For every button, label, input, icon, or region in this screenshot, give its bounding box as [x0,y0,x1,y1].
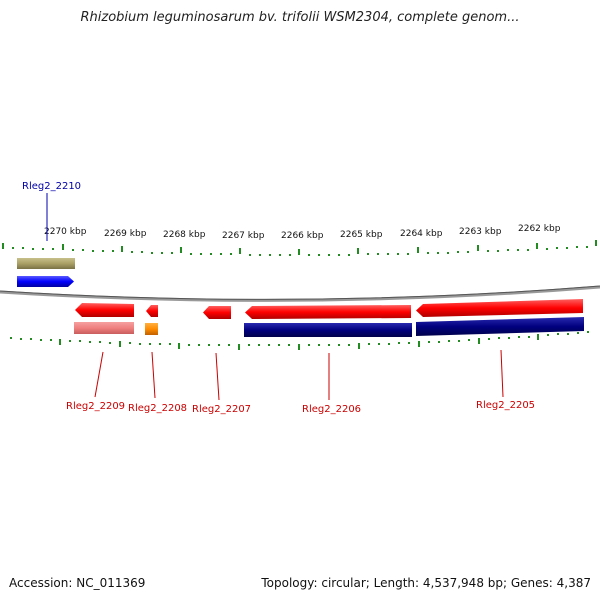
accession-text: Accession: NC_011369 [9,576,146,590]
scale-label: 2268 kbp [163,230,206,240]
reverse-genes [74,299,584,337]
label-leaders [46,193,504,401]
gene-bar[interactable] [74,322,134,334]
scale-label: 2262 kbp [518,224,561,234]
scale-label: 2266 kbp [281,231,324,241]
gene-arrow[interactable] [245,305,411,319]
forward-genes [17,258,75,287]
scale-label: 2270 kbp [44,227,87,237]
map-title: Rhizobium leguminosarum bv. trifolii WSM… [80,10,520,25]
gene-arrow[interactable] [17,276,74,287]
gene-bar[interactable] [17,258,75,269]
scale-label: 2269 kbp [104,229,147,239]
gene-arrow[interactable] [203,306,231,319]
scale-label: 2263 kbp [459,227,502,237]
gene-arrow[interactable] [146,305,158,317]
gene-bar[interactable] [416,317,584,336]
genome-info-text: Topology: circular; Length: 4,537,948 bp… [261,576,591,590]
gene-bar[interactable] [145,323,158,335]
gene-label[interactable]: Rleg2_2205 [476,400,535,411]
scale-ticks-upper [2,240,597,256]
gene-label[interactable]: Rleg2_2206 [302,404,361,415]
gene-arrow[interactable] [416,299,583,317]
gene-label[interactable]: Rleg2_2207 [192,404,251,415]
gene-bar[interactable] [244,323,412,337]
scale-label: 2265 kbp [340,230,383,240]
gene-arrow[interactable] [75,303,134,317]
scale-ticks-lower [10,331,589,350]
scale-labels: 2270 kbp 2269 kbp 2268 kbp 2267 kbp 2266… [44,224,561,241]
scale-label: 2267 kbp [222,231,265,241]
gene-label[interactable]: Rleg2_2210 [22,181,81,192]
gene-label[interactable]: Rleg2_2209 [66,401,125,412]
genome-backbone [0,285,600,302]
gene-label[interactable]: Rleg2_2208 [128,403,187,414]
scale-label: 2264 kbp [400,229,443,239]
